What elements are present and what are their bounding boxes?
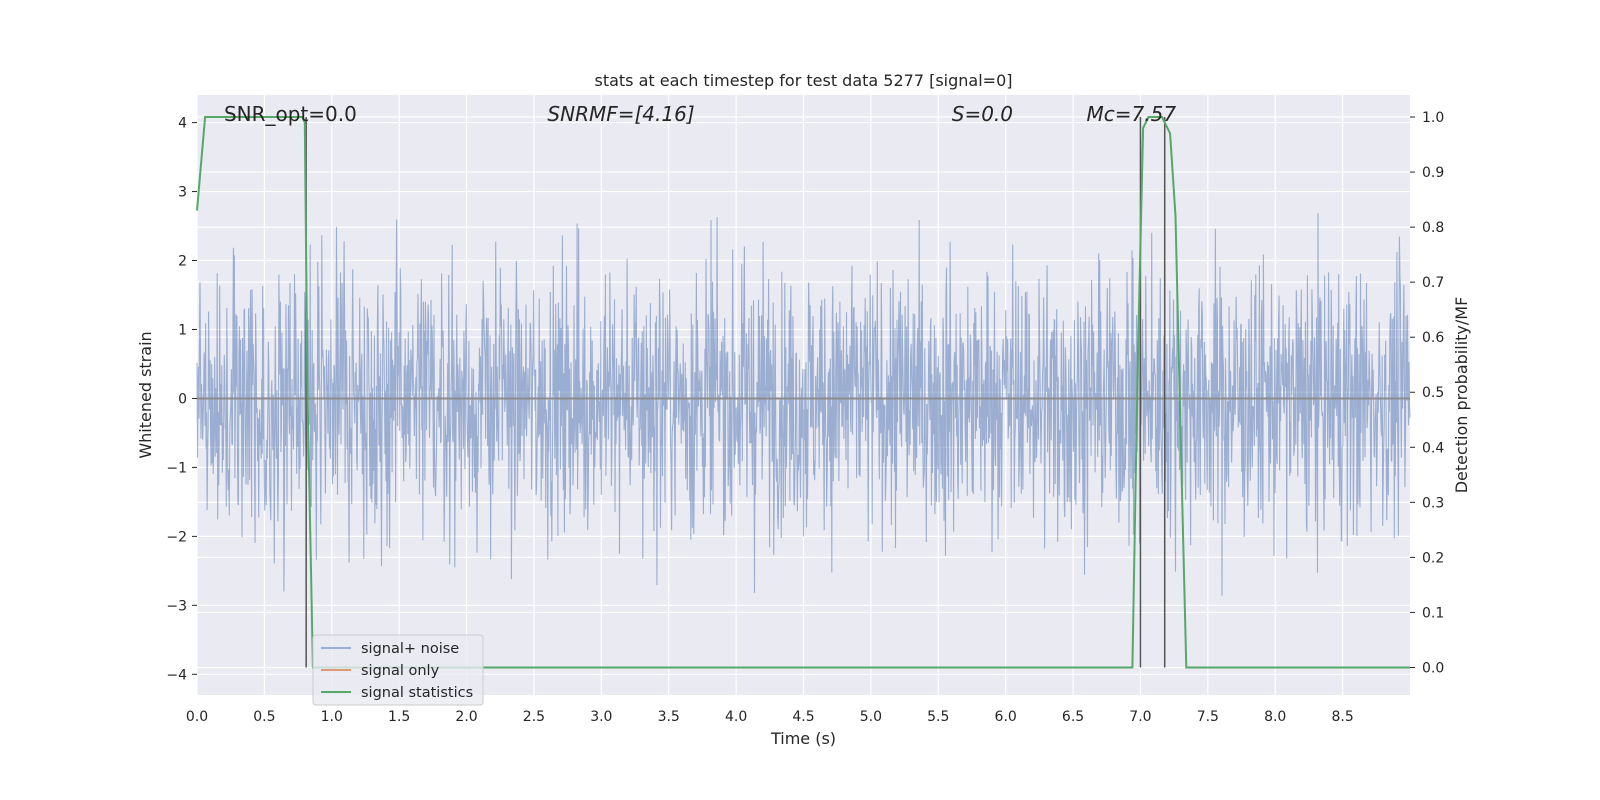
- y-tick-label: 4: [178, 116, 187, 132]
- legend-box: [312, 634, 484, 706]
- x-tick-label: 7.5: [1197, 709, 1219, 725]
- annotation-0: SNR_opt=0.0: [224, 102, 357, 126]
- tick-labels: 0.0 0.5 1.0 1.5 2.0 2.5 3.0 3.5 4.0 4.5 5.0 5.5 6.0 6…: [166, 110, 1444, 725]
- y-tick-label: −4: [166, 667, 187, 683]
- y-tick-label: 2: [178, 254, 187, 270]
- x-tick-label: 0.0: [186, 709, 208, 725]
- y-right-tick-label: 0.9: [1422, 165, 1444, 181]
- x-tick-label: 6.0: [995, 709, 1017, 725]
- x-tick-label: 4.5: [792, 709, 814, 725]
- y-right-tick-label: 0.7: [1422, 275, 1444, 291]
- chart-title: stats at each timestep for test data 527…: [594, 71, 1012, 90]
- y-tick-label: 0: [178, 391, 187, 407]
- x-tick-label: 2.0: [455, 709, 477, 725]
- series-line-signal-noise: [196, 213, 1411, 596]
- x-tick-label: 1.0: [321, 709, 343, 725]
- y-tick-label: −3: [166, 598, 187, 614]
- annotation-3: Mc=7.57: [1087, 102, 1177, 126]
- noise-series: [196, 213, 1411, 596]
- y-tick-label: 3: [178, 185, 187, 201]
- x-tick-label: 8.5: [1331, 709, 1353, 725]
- x-tick-label: 2.5: [523, 709, 545, 725]
- annotation-2: S=0.0: [952, 102, 1013, 126]
- y-right-tick-label: 0.5: [1422, 385, 1444, 401]
- y-right-tick-label: 0.8: [1422, 220, 1444, 236]
- y-axis-label-right: Detection probability/MF: [1452, 297, 1471, 494]
- y-right-tick-label: 0.3: [1422, 495, 1444, 511]
- legend: signal+ noise signal only signal statist…: [312, 634, 484, 706]
- x-tick-label: 8.0: [1264, 709, 1286, 725]
- y-tick-label: −1: [166, 460, 187, 476]
- x-axis-label: Time (s): [770, 729, 836, 748]
- y-tick-label: 1: [178, 322, 187, 338]
- y-axis-label: Whitened strain: [136, 331, 155, 458]
- legend-label-signal-noise: signal+ noise: [361, 641, 459, 657]
- series-line-signal-statistics: [196, 116, 1410, 669]
- x-tick-label: 3.0: [590, 709, 612, 725]
- annotations: SNR_opt=0.0 SNRMF=[4.16] S=0.0 Mc=7.57: [224, 102, 1176, 126]
- y-right-tick-label: 0.0: [1422, 660, 1444, 676]
- y-right-tick-label: 1.0: [1422, 110, 1444, 126]
- x-tick-label: 5.0: [860, 709, 882, 725]
- y-tick-label: −2: [166, 529, 187, 545]
- annotation-1: SNRMF=[4.16]: [547, 102, 694, 126]
- x-tick-label: 5.5: [927, 709, 949, 725]
- x-tick-label: 4.0: [725, 709, 747, 725]
- y-right-tick-label: 0.2: [1422, 550, 1444, 566]
- y-right-tick-label: 0.6: [1422, 330, 1444, 346]
- x-tick-label: 1.5: [388, 709, 410, 725]
- legend-label-signal-statistics: signal statistics: [361, 685, 473, 701]
- x-tick-label: 6.5: [1062, 709, 1084, 725]
- x-tick-label: 3.5: [658, 709, 680, 725]
- statistics-series: [196, 116, 1410, 669]
- x-tick-label: 0.5: [253, 709, 275, 725]
- y-right-tick-label: 0.1: [1422, 605, 1444, 621]
- x-tick-label: 7.0: [1129, 709, 1151, 725]
- legend-label-signal-only: signal only: [361, 663, 440, 679]
- y-right-tick-label: 0.4: [1422, 440, 1444, 456]
